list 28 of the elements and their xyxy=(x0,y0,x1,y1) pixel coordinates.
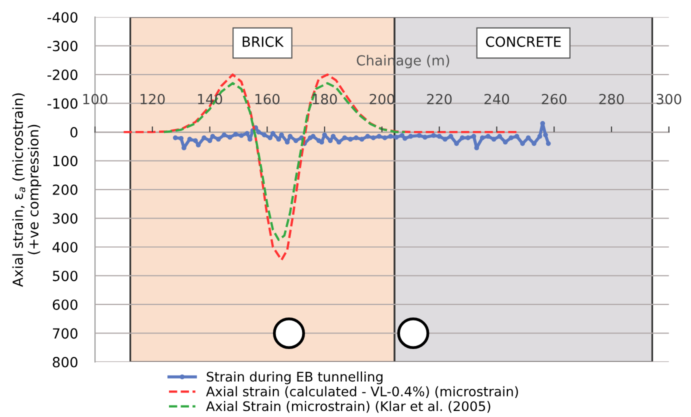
y-tick-label: 700 xyxy=(52,328,78,339)
y-tick-label: -300 xyxy=(48,40,78,52)
x-tick-label: 100 xyxy=(83,94,108,104)
band-label: BRICK xyxy=(242,36,284,47)
legend-label: Axial strain (calculated - VL-0.4%) (microstrain) xyxy=(206,386,518,398)
y-tick-label: 600 xyxy=(52,299,78,310)
x-tick-label: 240 xyxy=(484,94,510,104)
x-tick-label: 280 xyxy=(599,94,624,104)
x-tick-label: 160 xyxy=(255,94,280,104)
y-tick-label: 200 xyxy=(52,184,78,195)
x-tick-label: 180 xyxy=(312,94,337,104)
y-tick-label: 300 xyxy=(52,213,78,224)
y-tick-label: 100 xyxy=(53,156,78,166)
y-axis-title: Axial strain, ε$_{a}$ (microstrain) (+ve compression) xyxy=(12,93,42,287)
y-tick-label: 400 xyxy=(52,242,78,252)
y-tick-label: 0 xyxy=(70,127,78,138)
x-tick-label: 220 xyxy=(427,94,452,104)
legend-label: Axial Strain (microstrain) (Klar et al. (2005) xyxy=(206,400,490,413)
band-label: CONCRETE xyxy=(486,36,561,47)
y-tick-label: -100 xyxy=(48,98,78,109)
y-tick-label: 800 xyxy=(52,356,78,368)
x-tick-label: 300 xyxy=(656,94,682,104)
y-tick-label: -200 xyxy=(48,70,78,80)
y-tick-label: -400 xyxy=(48,12,78,23)
y-tick-label: 500 xyxy=(52,270,78,282)
x-tick-label: 120 xyxy=(140,94,165,104)
x-tick-label: 260 xyxy=(542,94,566,104)
legend-label: Strain during EB tunnelling xyxy=(206,371,382,384)
